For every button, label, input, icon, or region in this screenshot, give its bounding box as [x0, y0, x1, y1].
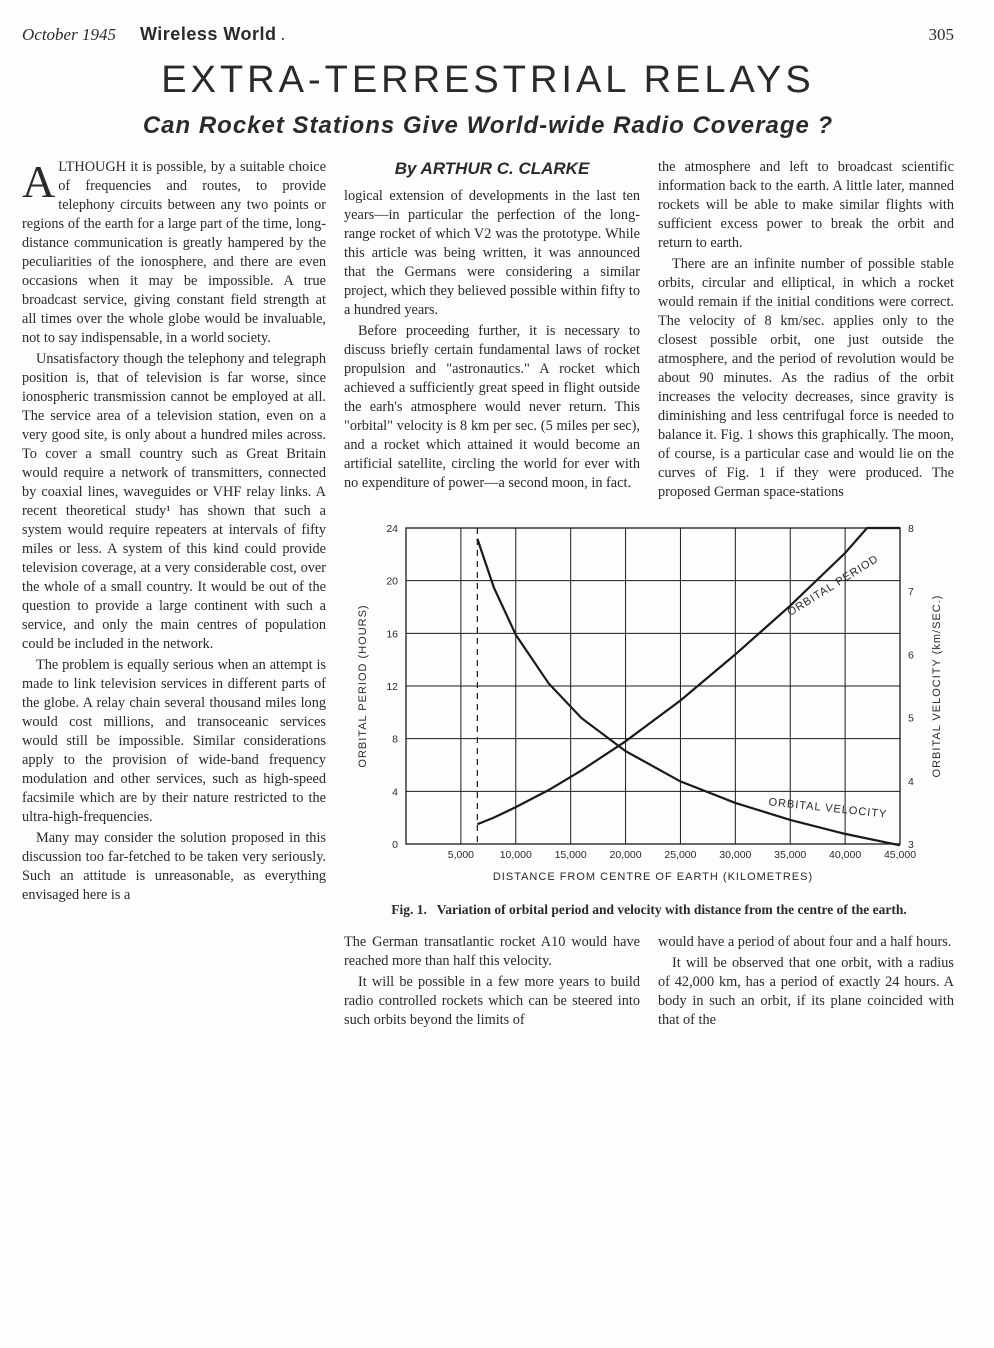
figure-label: Fig. 1. — [391, 902, 427, 917]
issue-date: October 1945 — [22, 25, 116, 45]
article-subtitle: Can Rocket Stations Give World-wide Radi… — [22, 112, 954, 140]
article-title: EXTRA-TERRESTRIAL RELAYS — [22, 59, 954, 102]
svg-text:3: 3 — [908, 839, 914, 851]
paragraph: There are an infinite number of possible… — [658, 255, 954, 502]
paragraph: It will be possible in a few more years … — [344, 973, 640, 1030]
paragraph: Before proceeding further, it is necessa… — [344, 322, 640, 493]
figure-1-chart: 5,000 10,000 15,000 20,000 25,000 30,000 35,00… — [344, 518, 954, 890]
svg-text:DISTANCE FROM CENTRE OF EARTH: DISTANCE FROM CENTRE OF EARTH (KILOMETRE… — [493, 871, 813, 883]
paragraph: would have a period of about four and a … — [658, 933, 954, 952]
svg-text:30,000: 30,000 — [719, 849, 751, 861]
svg-text:25,000: 25,000 — [664, 849, 696, 861]
byline: By ARTHUR C. CLARKE — [344, 158, 640, 181]
svg-text:4: 4 — [908, 776, 914, 788]
paragraph: The German transatlantic rocket A10 woul… — [344, 933, 640, 971]
svg-text:ORBITAL PERIOD (HOURS): ORBITAL PERIOD (HOURS) — [357, 604, 369, 767]
columns-2-3-wrap: By ARTHUR C. CLARKE logical extension of… — [344, 158, 954, 1032]
figure-caption-text: Variation of orbital period and velocity… — [437, 902, 907, 917]
paragraph: the atmosphere and left to broadcast sci… — [658, 158, 954, 253]
lower-columns: The German transatlantic rocket A10 woul… — [344, 933, 954, 1032]
figure-1: 5,000 10,000 15,000 20,000 25,000 30,000 35,00… — [344, 518, 954, 919]
paragraph: Many may consider the solution proposed … — [22, 829, 326, 905]
svg-text:5: 5 — [908, 713, 914, 725]
svg-text:8: 8 — [908, 523, 914, 535]
svg-text:35,000: 35,000 — [774, 849, 806, 861]
svg-text:20: 20 — [386, 576, 398, 588]
svg-text:4: 4 — [392, 786, 398, 798]
lower-col-1: The German transatlantic rocket A10 woul… — [344, 933, 640, 1032]
svg-text:10,000: 10,000 — [500, 849, 532, 861]
paragraph: It will be observed that one orbit, with… — [658, 954, 954, 1030]
column-1: ALTHOUGH it is possible, by a suitable c… — [22, 158, 326, 1032]
svg-text:0: 0 — [392, 839, 398, 851]
figure-1-caption: Fig. 1. Variation of orbital period and … — [344, 901, 954, 919]
svg-text:ORBITAL PERIOD: ORBITAL PERIOD — [785, 553, 880, 619]
svg-text:6: 6 — [908, 649, 914, 661]
svg-text:40,000: 40,000 — [829, 849, 861, 861]
column-3: the atmosphere and left to broadcast sci… — [658, 158, 954, 504]
svg-text:24: 24 — [386, 523, 398, 535]
body-columns: ALTHOUGH it is possible, by a suitable c… — [22, 158, 954, 1032]
publication-name: Wireless World — [140, 24, 277, 45]
svg-text:16: 16 — [386, 628, 398, 640]
column-2: By ARTHUR C. CLARKE logical extension of… — [344, 158, 640, 504]
paragraph: ALTHOUGH it is possible, by a suitable c… — [22, 158, 326, 348]
svg-text:ORBITAL VELOCITY (km/SEC.): ORBITAL VELOCITY (km/SEC.) — [931, 595, 943, 778]
svg-text:7: 7 — [908, 586, 914, 598]
page-number: 305 — [929, 25, 955, 45]
svg-text:ORBITAL VELOCITY: ORBITAL VELOCITY — [768, 796, 888, 820]
lower-col-2: would have a period of about four and a … — [658, 933, 954, 1032]
svg-text:5,000: 5,000 — [448, 849, 474, 861]
svg-text:8: 8 — [392, 734, 398, 746]
paragraph: The problem is equally serious when an a… — [22, 656, 326, 827]
paragraph: Unsatisfactory though the telephony and … — [22, 350, 326, 654]
svg-text:15,000: 15,000 — [555, 849, 587, 861]
svg-text:12: 12 — [386, 681, 398, 693]
svg-text:20,000: 20,000 — [609, 849, 641, 861]
running-header: October 1945 Wireless World . 305 — [22, 24, 954, 45]
paragraph: logical extension of developments in the… — [344, 187, 640, 320]
